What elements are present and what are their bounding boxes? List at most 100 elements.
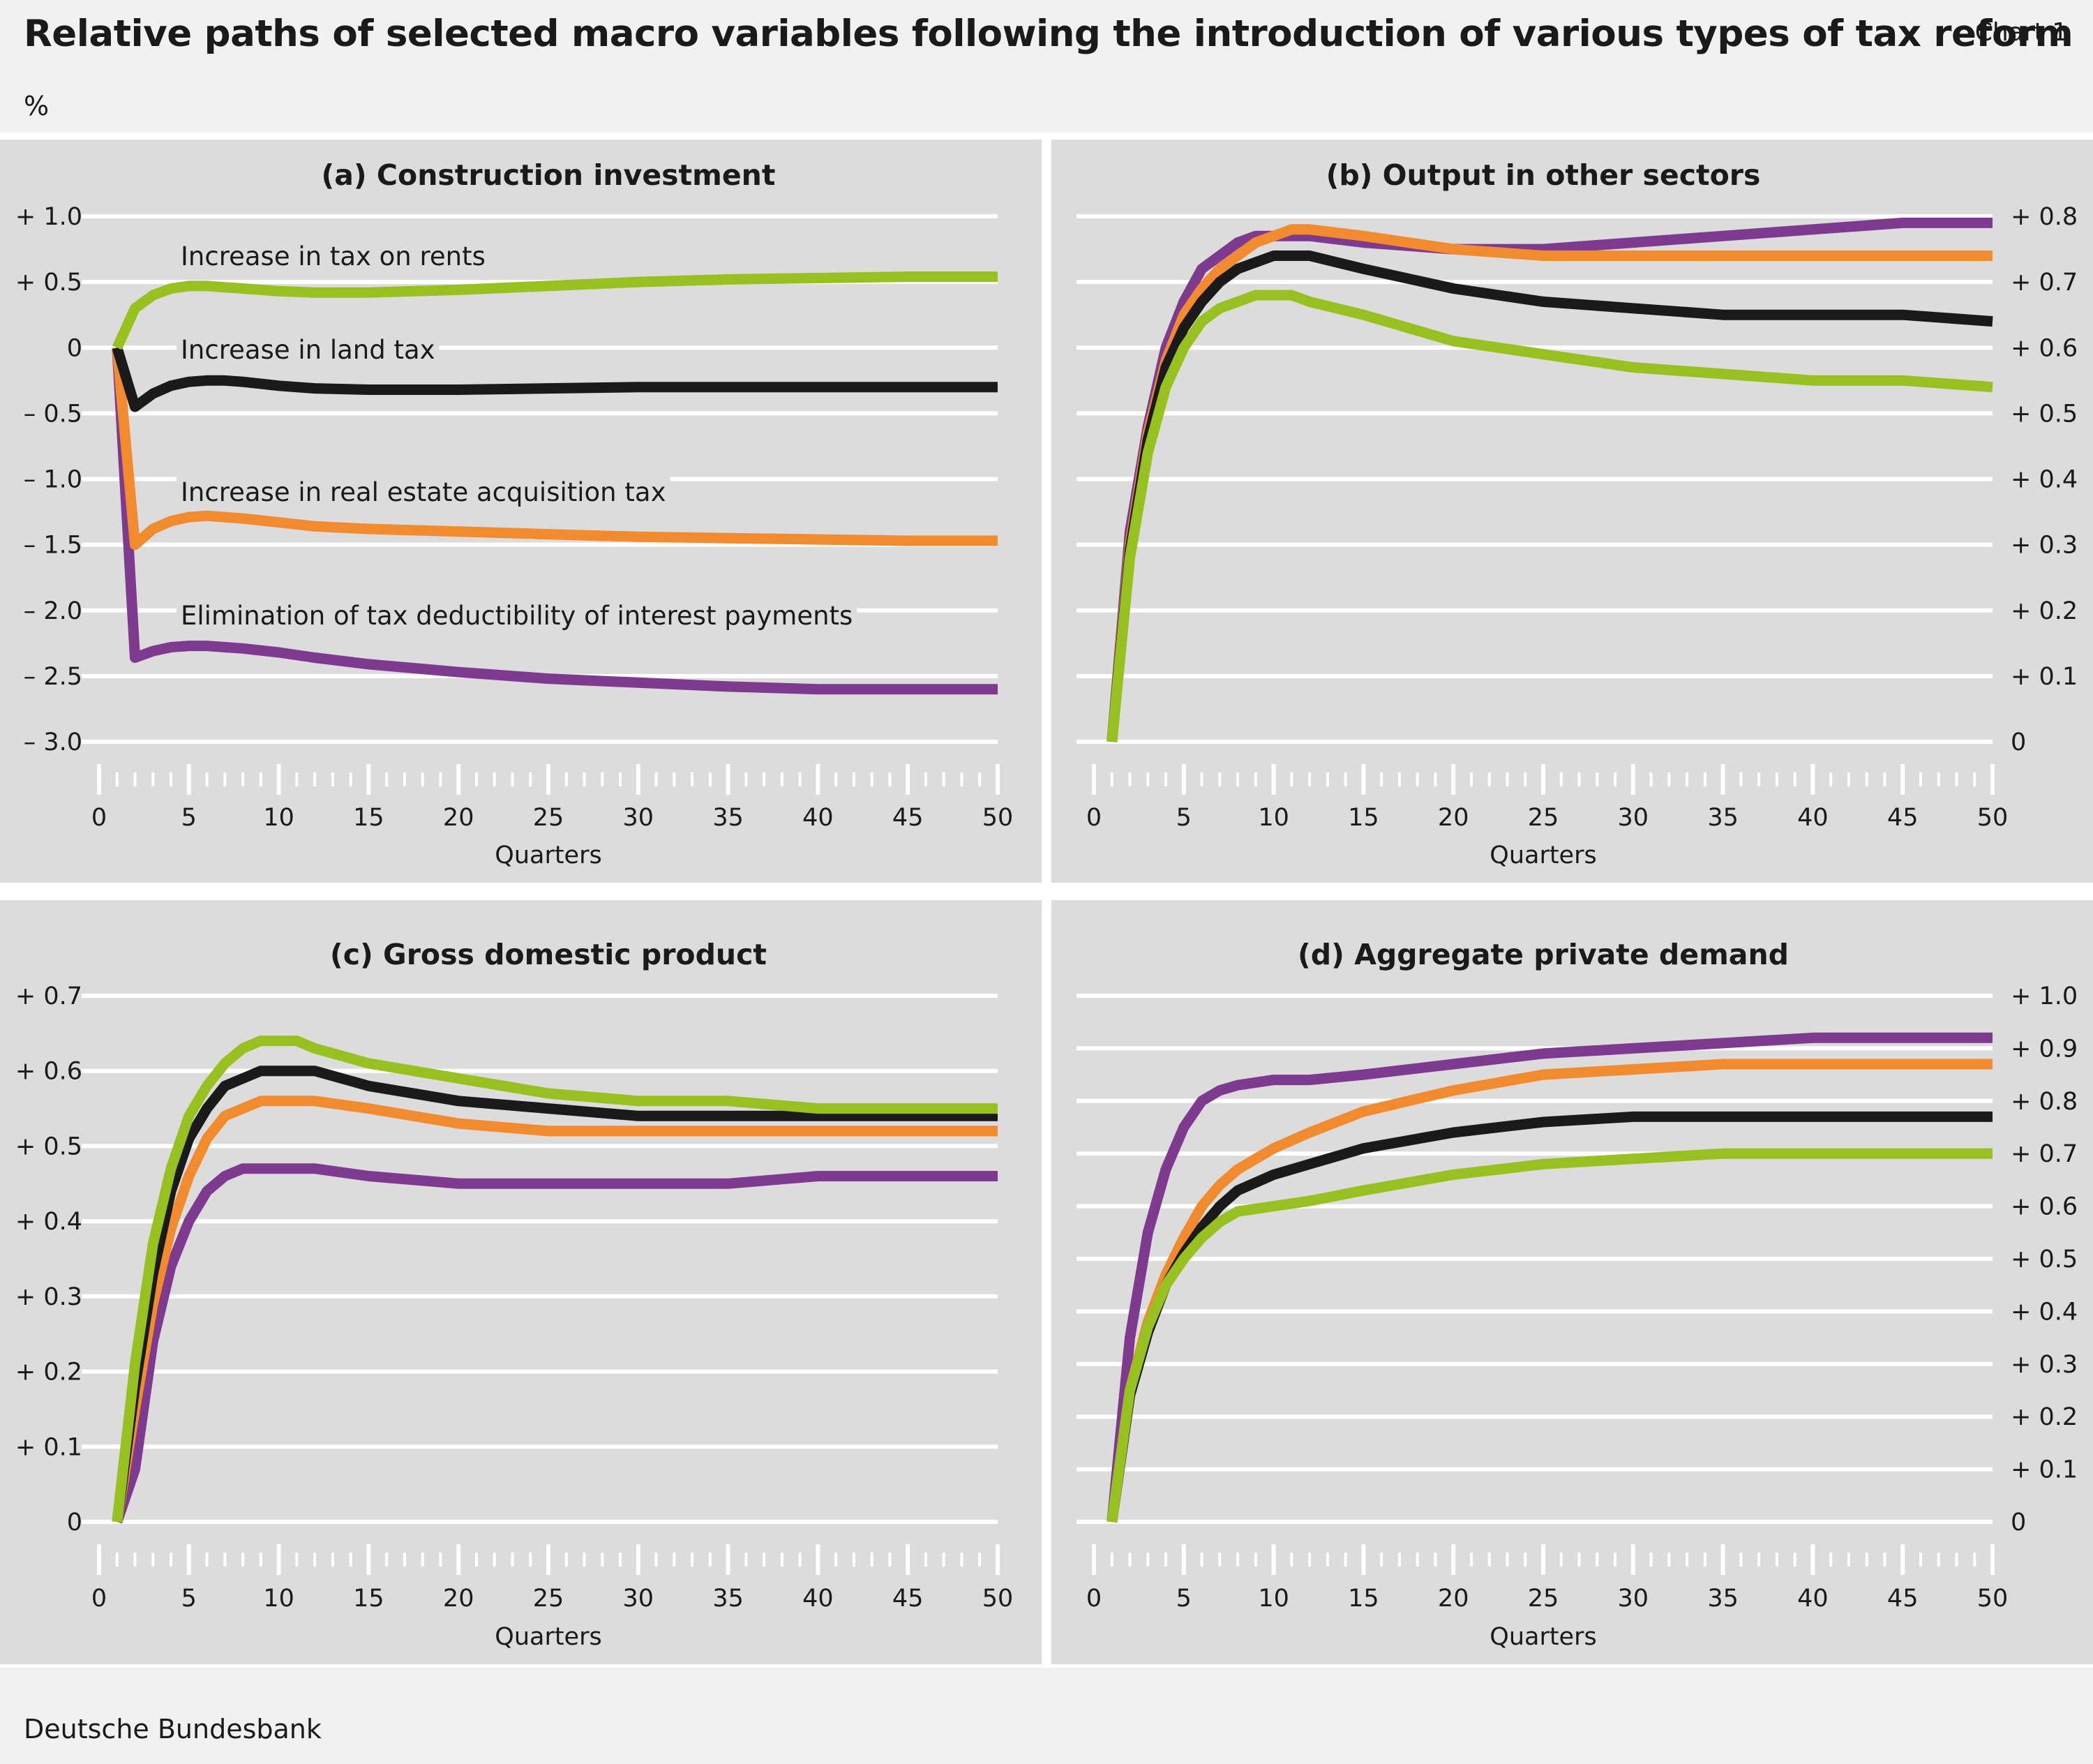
x-tick-label: 35 [1707, 804, 1739, 832]
y-tick-label: 0 [2011, 728, 2026, 756]
y-tick-label: – 0.5 [24, 400, 82, 428]
y-tick-label: – 1.5 [24, 532, 82, 560]
annotation-interest: Elimination of tax deductibility of inte… [181, 601, 853, 631]
x-tick-label: 5 [181, 1585, 197, 1613]
x-tick-label: 0 [91, 804, 107, 832]
panel-a: (a) Construction investment + 1.0 + 0.5 0 – … [0, 140, 1042, 883]
x-tick-label: 5 [181, 804, 197, 832]
x-tick-label: 15 [353, 1585, 384, 1613]
y-tick-label: + 0.6 [2011, 334, 2078, 362]
panel-title: (c) Gross domestic product [330, 938, 767, 971]
x-tick-label: 40 [1797, 804, 1829, 832]
x-tick-label: 15 [1348, 804, 1379, 832]
chart-number-label: Chart 1 [1974, 18, 2068, 47]
series-line-interest [112, 1163, 998, 1524]
x-tick-label: 35 [1707, 1585, 1739, 1613]
x-tick-label: 0 [1086, 1585, 1102, 1613]
annotation-acquisition: Increase in real estate acquisition tax [181, 477, 666, 507]
x-tick-label: 25 [533, 804, 564, 832]
x-tick-label: 25 [533, 1585, 564, 1613]
x-tick-label: 50 [1977, 1585, 2009, 1613]
panel-background [0, 140, 1042, 883]
annotation-background [177, 599, 857, 632]
series-line-interest [112, 347, 998, 695]
x-tick-label: 45 [892, 804, 924, 832]
x-tick-label: 5 [1176, 1585, 1192, 1613]
series-line-land [112, 1066, 998, 1523]
x-tick-label: 20 [443, 804, 474, 832]
y-tick-label: + 0.2 [2011, 1403, 2078, 1431]
panel-title: (a) Construction investment [322, 158, 776, 192]
y-tick-label: – 3.0 [24, 728, 82, 756]
panel-title: (b) Output in other sectors [1326, 158, 1761, 192]
y-tick-label: + 0.3 [2011, 1351, 2078, 1379]
y-tick-label: + 1.0 [2011, 982, 2078, 1010]
y-tick-label: – 2.5 [24, 663, 82, 691]
series-line-acquisition [112, 1096, 998, 1523]
x-tick-label: 30 [623, 804, 654, 832]
y-tick-label: + 0.3 [15, 1283, 82, 1311]
x-tick-label: 5 [1176, 804, 1192, 832]
panel-b: (b) Output in other sectors + 0.8 + 0.7 + 0… [1051, 140, 2093, 883]
x-tick-label: 0 [1086, 804, 1102, 832]
annotation-background [177, 476, 670, 509]
series-line-interest [1106, 1032, 1993, 1523]
x-axis-title: Quarters [1490, 842, 1596, 869]
x-tick-label: 50 [1977, 804, 2009, 832]
x-tick-label: 40 [802, 1585, 834, 1613]
y-tick-label: + 0.4 [2011, 466, 2078, 494]
chart-title: Relative paths of selected macro variabl… [24, 13, 2073, 55]
series-line-rents [112, 271, 998, 350]
y-tick-label: + 0.1 [2011, 1456, 2078, 1484]
x-tick-label: 10 [263, 804, 294, 832]
series-line-land [112, 346, 998, 412]
x-tick-label: 15 [353, 804, 384, 832]
y-tick-label: + 0.4 [2011, 1298, 2078, 1326]
x-tick-label: 50 [982, 1585, 1014, 1613]
y-tick-label: + 0.8 [2011, 203, 2078, 231]
y-tick-label: + 0.1 [15, 1433, 82, 1461]
panel-background [0, 900, 1042, 1664]
horizontal-divider [0, 883, 2093, 900]
x-tick-label: 10 [1258, 804, 1289, 832]
y-tick-label: + 0.4 [15, 1208, 82, 1236]
panel-background [1051, 900, 2093, 1664]
y-tick-label: 0 [2011, 1509, 2026, 1537]
series-line-acquisition [112, 347, 998, 551]
series-line-rents [112, 1036, 998, 1523]
series-line-rents [1106, 1148, 1993, 1523]
panel-c: (c) Gross domestic product + 0.7 + 0.6 + 0.… [0, 900, 1042, 1664]
y-tick-label: + 0.1 [2011, 663, 2078, 691]
y-tick-label: + 0.7 [15, 982, 82, 1010]
x-axis-title: Quarters [495, 842, 601, 869]
x-tick-label: 30 [1618, 1585, 1649, 1613]
y-tick-label: 0 [67, 334, 82, 362]
x-tick-label: 40 [802, 804, 834, 832]
panel-d: (d) Aggregate private demand + 1.0 + 0.9 + … [1051, 900, 2093, 1664]
x-tick-label: 45 [1887, 1585, 1919, 1613]
x-tick-label: 10 [1258, 1585, 1289, 1613]
x-tick-label: 40 [1797, 1585, 1829, 1613]
x-tick-label: 45 [1887, 804, 1919, 832]
annotation-rents: Increase in tax on rents [181, 241, 486, 271]
y-tick-label: + 0.2 [2011, 597, 2078, 625]
y-tick-label: + 1.0 [15, 203, 82, 231]
x-tick-label: 45 [892, 1585, 924, 1613]
x-tick-label: 0 [91, 1585, 107, 1613]
x-tick-label: 25 [1528, 804, 1559, 832]
y-tick-label: + 0.5 [15, 269, 82, 297]
x-axis-title: Quarters [1490, 1623, 1596, 1651]
y-tick-label: 0 [67, 1509, 82, 1537]
annotation-background [177, 334, 440, 366]
y-tick-label: + 0.3 [2011, 532, 2078, 560]
x-tick-label: 10 [263, 1585, 294, 1613]
series-line-land [1106, 251, 1993, 742]
x-tick-label: 30 [1618, 804, 1649, 832]
annotation-land: Increase in land tax [181, 335, 435, 365]
x-tick-label: 35 [712, 1585, 744, 1613]
unit-label: % [24, 91, 50, 121]
x-tick-label: 20 [1438, 1585, 1469, 1613]
x-axis-title: Quarters [495, 1623, 601, 1651]
panel-title: (d) Aggregate private demand [1298, 938, 1789, 971]
x-tick-label: 20 [1438, 804, 1469, 832]
